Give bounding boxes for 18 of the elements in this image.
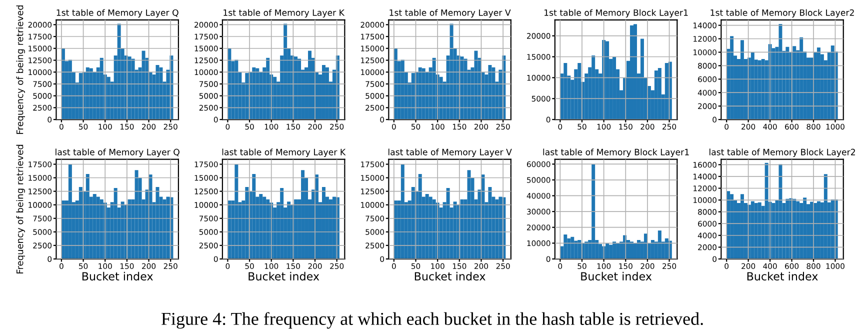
chart-title: last table of Memory Layer Q <box>56 148 180 157</box>
y-axis-title: Frequency of being retrieved <box>16 144 25 274</box>
chart-title: 1st table of Memory Layer Q <box>56 9 178 18</box>
y-axis-title: Frequency of being retrieved <box>16 5 25 134</box>
x-axis-title: Bucket index <box>581 272 652 281</box>
chart-title: 1st table of Memory Layer K <box>224 9 345 18</box>
chart-title: 1st table of Memory Layer V <box>390 9 511 18</box>
chart-title: last table of Memory Block Layer2 <box>710 148 855 157</box>
chart-title: last table of Memory Layer K <box>222 148 346 157</box>
x-axis-title: Bucket index <box>248 272 320 281</box>
chart-title: last table of Memory Layer V <box>388 148 512 157</box>
x-axis-title: Bucket index <box>414 272 486 281</box>
chart-title: 1st table of Memory Block Layer1 <box>544 9 688 18</box>
caption: Figure 4: The frequency at which each bucket in the hash table is retrieved. <box>161 312 703 329</box>
x-axis-title: Bucket index <box>747 272 818 281</box>
x-axis-title: Bucket index <box>82 272 153 281</box>
chart-title: last table of Memory Block Layer1 <box>543 148 689 157</box>
chart-title: 1st table of Memory Block Layer2 <box>710 9 854 18</box>
